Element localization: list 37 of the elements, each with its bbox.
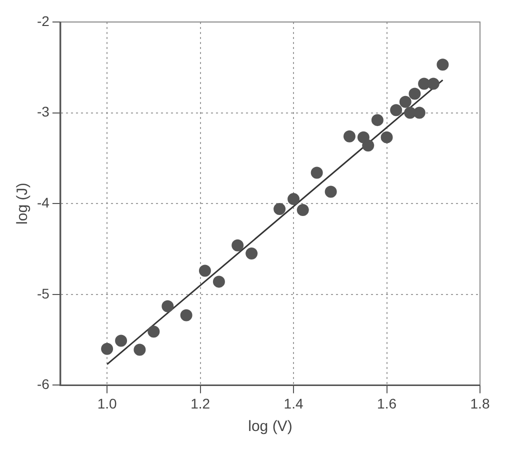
point — [274, 203, 286, 216]
point — [399, 96, 412, 108]
point — [390, 104, 402, 116]
point — [134, 344, 146, 356]
point — [427, 78, 440, 90]
point — [148, 326, 160, 338]
point — [296, 204, 309, 216]
point — [408, 88, 421, 100]
x-tick-label: 1.6 — [377, 395, 397, 412]
x-tick-label: 1.4 — [284, 395, 304, 412]
y-tick-label: -4 — [36, 194, 50, 210]
y-tick-label: -6 — [36, 376, 50, 392]
x-tick-label: 1.8 — [470, 395, 490, 412]
point — [324, 186, 337, 198]
point — [232, 239, 244, 252]
y-axis-title: log (J) — [14, 182, 32, 224]
point — [343, 130, 356, 142]
point — [413, 106, 426, 119]
point — [380, 131, 393, 144]
point — [115, 334, 128, 347]
y-tick-label: -3 — [36, 104, 50, 120]
y-tick-label: -2 — [36, 12, 50, 29]
x-axis-title: log (V) — [248, 418, 292, 436]
point — [212, 276, 225, 288]
x-tick-label: 1.0 — [97, 395, 118, 412]
point — [101, 342, 114, 355]
point — [371, 114, 384, 126]
point — [362, 139, 374, 152]
x-tick-label: 1.2 — [190, 395, 210, 412]
point — [198, 264, 211, 277]
point — [288, 193, 300, 206]
point — [162, 300, 174, 312]
point — [180, 309, 192, 322]
point — [246, 248, 258, 260]
point — [436, 58, 449, 71]
y-tick-label: -5 — [36, 285, 50, 302]
point — [310, 166, 323, 179]
